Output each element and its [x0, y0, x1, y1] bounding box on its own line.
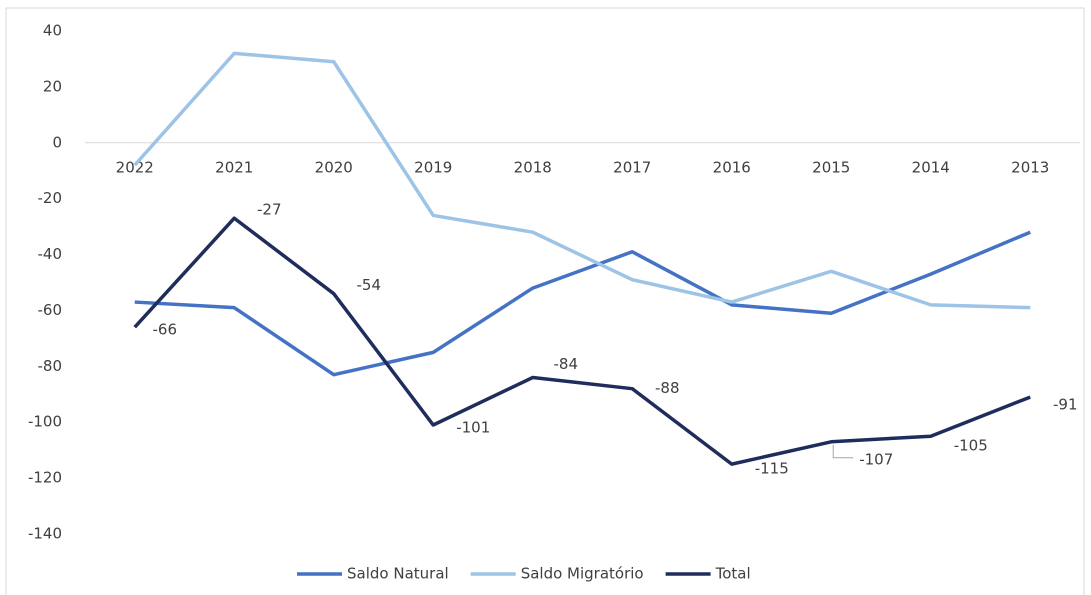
- data-label: -115: [755, 460, 789, 478]
- y-tick-label: -20: [38, 189, 63, 207]
- data-label: -107: [859, 450, 893, 468]
- y-tick-label: -60: [38, 301, 63, 319]
- chart-frame: [5, 7, 1085, 595]
- legend-label: Saldo Migratório: [521, 565, 644, 583]
- y-tick-label: 40: [43, 22, 62, 40]
- data-label: -88: [655, 379, 680, 397]
- x-tick-label: 2014: [912, 158, 950, 176]
- data-label: -54: [357, 276, 382, 294]
- x-tick-label: 2022: [116, 158, 154, 176]
- y-tick-label: -100: [28, 413, 62, 431]
- data-label: -105: [954, 437, 988, 455]
- series-line: [134, 230, 1031, 377]
- series-line: [133, 216, 1031, 466]
- x-tick-label: 2013: [1011, 158, 1049, 176]
- x-tick-label: 2015: [812, 158, 850, 176]
- legend-label: Total: [715, 565, 751, 583]
- data-label: -27: [257, 201, 282, 219]
- data-label: -84: [554, 355, 579, 373]
- legend-label: Saldo Natural: [347, 565, 449, 583]
- y-tick-label: -40: [38, 245, 63, 263]
- leader-line: [832, 444, 854, 459]
- y-tick-label: -120: [28, 469, 62, 487]
- x-tick-label: 2020: [315, 158, 353, 176]
- y-tick-label: -80: [38, 357, 63, 375]
- x-tick-label: 2016: [713, 158, 751, 176]
- x-tick-label: 2018: [514, 158, 552, 176]
- y-tick-label: 20: [43, 77, 62, 95]
- data-label: -66: [153, 321, 178, 339]
- x-tick-label: 2017: [613, 158, 651, 176]
- y-tick-label: -140: [28, 525, 62, 543]
- y-tick-label: 0: [52, 133, 62, 151]
- x-tick-label: 2021: [215, 158, 253, 176]
- series-line: [133, 51, 1031, 310]
- data-label: -101: [456, 419, 490, 437]
- data-label: -91: [1053, 396, 1078, 414]
- x-tick-label: 2019: [414, 158, 452, 176]
